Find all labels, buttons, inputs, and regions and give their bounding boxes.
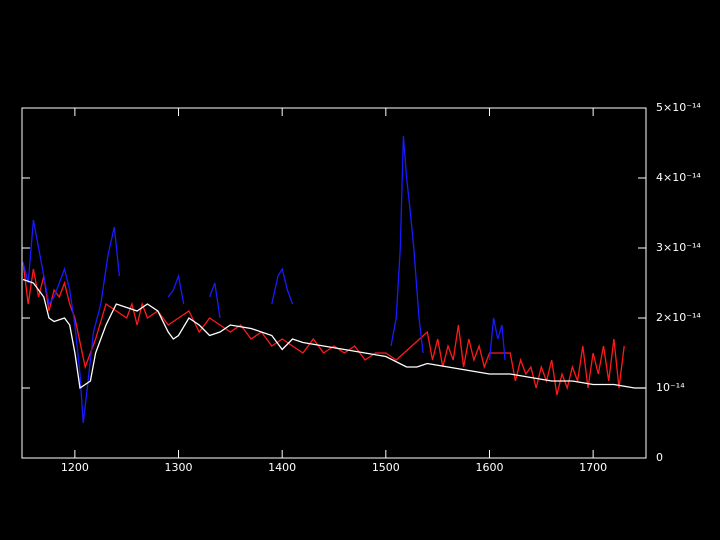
x-tick-label: 1200 [61, 461, 89, 474]
x-tick-label: 1600 [475, 461, 503, 474]
x-tick-label: 1500 [372, 461, 400, 474]
y-tick-label: 3×10⁻¹⁴ [656, 241, 701, 254]
x-tick-label: 1300 [165, 461, 193, 474]
series-line [22, 278, 645, 390]
series-line [22, 261, 625, 396]
series-line [22, 135, 506, 424]
y-tick-label: 4×10⁻¹⁴ [656, 171, 701, 184]
plot-frame [21, 107, 647, 459]
y-tick-label: 10⁻¹⁴ [656, 381, 685, 394]
y-tick-label: 5×10⁻¹⁴ [656, 101, 701, 114]
x-tick-label: 1700 [579, 461, 607, 474]
x-tick-label: 1400 [268, 461, 296, 474]
y-tick-label: 2×10⁻¹⁴ [656, 311, 701, 324]
y-tick-label: 0 [656, 451, 663, 464]
